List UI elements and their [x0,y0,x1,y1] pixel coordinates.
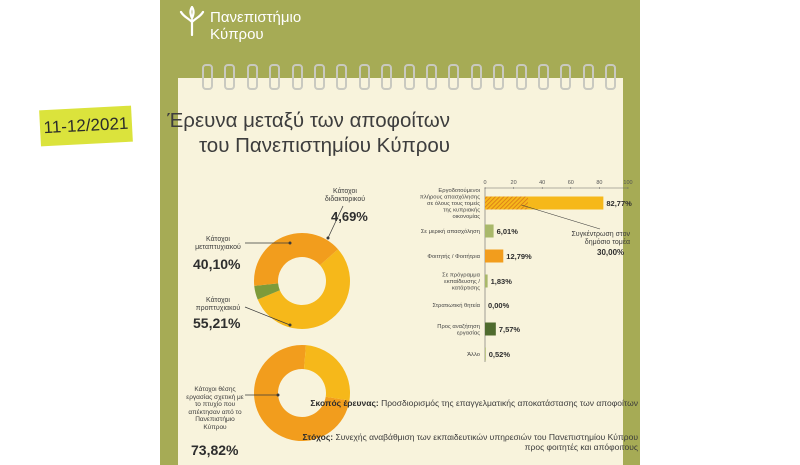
public-sector-hatch [485,196,528,210]
bachelor-connector [244,306,291,326]
job-related-connector-dot [276,393,280,397]
donut-slice [254,232,339,286]
employment-bar-chart: 0 20 40 60 80 100 82,77% Εργοδοτούμενοιπλήρους … [420,180,633,362]
bar [485,274,488,288]
bar-value-label: 1,83% [491,277,513,286]
bar-value-label: 6,01% [497,227,519,236]
notebook-ring [515,64,527,90]
master-label: Κάτοχοι μεταπτυχιακού [195,236,241,251]
notebook-ring [493,64,505,90]
goal-text: Συνεχής αναβάθμιση των εκπαιδευτικών υπη… [335,432,638,452]
x-tick-label: 60 [568,180,574,186]
bar-value-label: 0,52% [489,350,511,359]
bar-value-label: 12,79% [506,252,532,261]
title-line1: Έρευνα μεταξύ των αποφοίτων [167,109,450,132]
university-name-line2: Κύπρου [210,26,264,43]
public-sector-label: Συγκέντρωση στον δημόσιο τομέα [571,231,630,246]
bar-category-label: Εργοδοτούμενοι [438,188,480,194]
notebook-paper [178,78,623,465]
bar-category-label: οικονομίας [453,214,481,220]
doctoral-connector [327,205,344,239]
job-related-label: Κάτοχοι θέσης εργασίας σχετική με το πτυ… [186,386,244,431]
doctoral-connector-dot [326,236,330,240]
notebook-ring [470,64,482,90]
notebook-ring [605,64,617,90]
bar [485,249,504,263]
bar-category-label: σε όλους τους τομείς [427,200,480,207]
x-tick-label: 40 [539,180,545,186]
master-value: 40,10% [193,256,241,272]
notebook-ring [426,64,437,90]
notebook-ring [582,64,594,90]
university-name-line1: Πανεπιστήμιο [210,9,302,26]
x-tick-label: 20 [511,180,517,186]
bachelor-connector-dot [288,323,292,327]
bachelor-label: Κάτοχοι προπτυχιακού [195,297,241,312]
bar-category-label: Φοιτητής / Φοιτήτρια [427,253,480,260]
survey-goal: Στόχος: Συνεχής αναβάθμιση των εκπαιδευτ… [290,432,638,452]
bar-value-label: 7,57% [499,325,521,334]
x-tick-label: 0 [483,180,486,186]
donut-slice [303,345,350,401]
goal-label: Στόχος: [302,432,334,442]
notebook-ring [560,64,572,90]
bachelor-value: 55,21% [193,315,241,331]
notebook-ring [291,64,303,90]
bar-category-label: Προς αναζήτηση [437,323,480,330]
public-sector-connector [521,204,601,230]
bar-category-label: Σε μερική απασχόληση [421,228,480,235]
notebook-ring [448,64,460,90]
notebook-ring [403,64,415,90]
public-sector-value: 30,00% [597,248,625,257]
notebook-ring [246,64,258,90]
title-line2: του Πανεπιστημίου Κύπρου [199,134,450,157]
donut-slice [254,283,280,300]
doctoral-label: Κάτοχοι διδακτορικού [324,188,366,203]
notebook-ring [336,64,348,90]
job-related-value: 73,82% [191,442,239,458]
job-related-donut-chart [254,345,350,442]
donut-slice [254,345,350,442]
survey-purpose: Σκοπός έρευνας: Προσδιορισμός της επαγγε… [300,398,638,408]
notebook-ring [381,64,393,90]
notebook-ring [538,64,549,90]
bar [485,322,496,336]
bar-category-label: εργασίας [457,330,480,336]
notebook-ring [314,64,325,90]
notebook-ring [358,64,370,90]
purpose-text: Προσδιορισμός της επαγγελματικής αποκατά… [381,398,638,408]
notebook-ring [224,64,236,90]
bar [485,347,486,361]
cyprus-university-tree-logo-icon [179,6,205,36]
x-tick-label: 80 [596,180,602,186]
bar-category-label: Άλλο [467,352,480,358]
bar-category-label: εκπαίδευσης / [444,279,480,285]
degree-donut-chart [254,232,350,329]
donut-slice [257,249,350,329]
bar-category-label: πλήρους απασχόλησης [420,194,480,201]
bar-category-label: της κυπριακής [443,207,480,214]
poster-frame: Πανεπιστήμιο Κύπρου [160,0,640,465]
notebook-ring [269,64,281,90]
university-name: Πανεπιστήμιο Κύπρου [210,9,301,43]
bar-category-label: κατάρτισης [452,285,480,292]
label-connectors [244,205,344,397]
bar [485,224,494,238]
bar-value-label: 82,77% [606,199,632,208]
x-tick-label: 100 [623,180,632,186]
bar-value-label: 0,00% [488,301,510,310]
bar-category-label: Σε πρόγραμμα [442,272,481,279]
notebook-ring [202,64,213,90]
purpose-label: Σκοπός έρευνας: [310,398,379,408]
master-connector-dot [288,241,292,245]
page-title: Έρευνα μεταξύ των αποφοίτων του Πανεπιστ… [145,108,450,158]
bar-category-label: Στρατιωτική θητεία [432,302,480,309]
